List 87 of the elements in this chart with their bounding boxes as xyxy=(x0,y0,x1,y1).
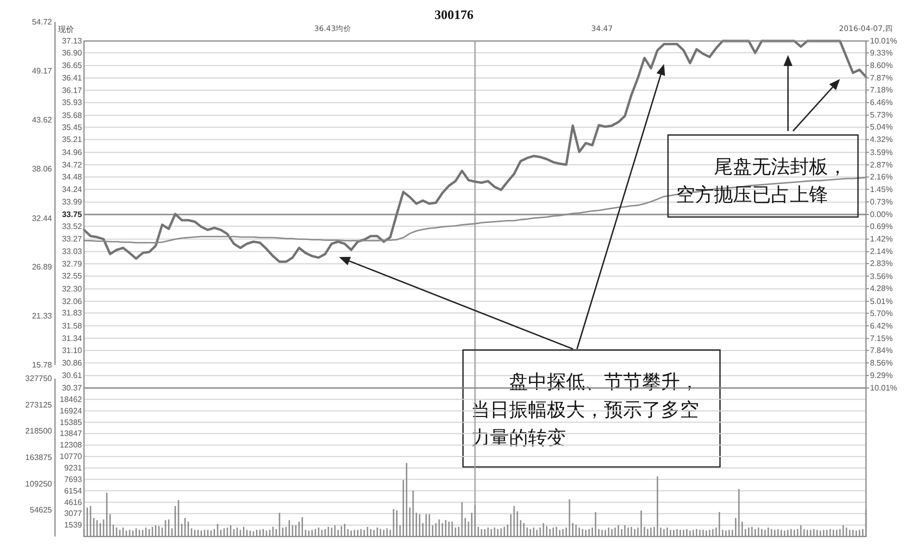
y-tick-label: 3077 xyxy=(64,509,83,518)
y-tick-label: 33.03 xyxy=(62,247,83,256)
y-tick-label: 9231 xyxy=(64,464,83,473)
y-tick-label: 12308 xyxy=(60,440,83,450)
y2-tick-label: 0.00% xyxy=(870,210,893,220)
y3-tick-label: 26.89 xyxy=(32,262,53,272)
y2-tick-label: 9.33% xyxy=(870,48,893,58)
y2-tick-label: 2.16% xyxy=(870,172,893,182)
y-tick-label: 34.24 xyxy=(62,184,83,194)
y3-tick-label: 43.62 xyxy=(32,115,53,124)
y-tick-label: 7693 xyxy=(64,474,83,484)
y-tick-label: 32.06 xyxy=(62,296,83,306)
y2-tick-label: 9.29% xyxy=(870,371,893,380)
y-tick-label: 4616 xyxy=(64,498,83,507)
y2-tick-label: 3.59% xyxy=(870,148,893,157)
y-tick-label: 35.93 xyxy=(62,98,83,108)
y-axis-title: 现价 xyxy=(58,25,74,34)
y3-tick-label: 218500 xyxy=(25,426,53,436)
y2-tick-label: 5.73% xyxy=(870,110,893,120)
y2-tick-label: 7.15% xyxy=(870,334,893,343)
y3-tick-label: 163875 xyxy=(25,453,53,462)
y2-tick-label: 5.04% xyxy=(870,122,893,132)
y-tick-label: 35.21 xyxy=(62,135,83,144)
y-tick-label: 35.68 xyxy=(62,110,83,120)
y3-tick-label: 54625 xyxy=(30,506,53,515)
y-tick-label: 32.30 xyxy=(62,284,83,294)
annotation: 尾盘无法封板，空方抛压已占上锋 xyxy=(676,156,847,206)
chart-title: 300176 xyxy=(434,7,474,22)
y2-tick-label: 7.18% xyxy=(870,86,893,95)
y-tick-label: 32.79 xyxy=(62,259,83,268)
y-tick-label: 15385 xyxy=(60,418,83,427)
y2-tick-label: 10.01% xyxy=(870,36,898,46)
y3-tick-label: 32.44 xyxy=(32,214,53,223)
y2-tick-label: 0.73% xyxy=(870,197,893,206)
y-tick-label: 6154 xyxy=(64,486,83,496)
y2-tick-label: 8.56% xyxy=(870,358,893,368)
y2-tick-label: 2.87% xyxy=(870,160,893,170)
y2-tick-label: 1.42% xyxy=(870,234,893,244)
y-tick-label: 33.52 xyxy=(62,222,83,231)
y-tick-label: 34.48 xyxy=(62,172,83,182)
y3-tick-label: 21.33 xyxy=(32,312,53,321)
y2-tick-label: 6.46% xyxy=(870,98,893,108)
y3-tick-label: 327750 xyxy=(25,374,53,384)
y2-tick-label: 0.69% xyxy=(870,222,893,232)
y2-tick-label: 10.01% xyxy=(870,384,898,393)
y3-tick-label: 54.72 xyxy=(32,18,53,27)
y-tick-label: 36.90 xyxy=(62,48,83,58)
y2-tick-label: 3.56% xyxy=(870,272,893,281)
y-tick-label: 31.34 xyxy=(62,334,83,343)
y-tick-label: 33.27 xyxy=(62,234,83,244)
y-tick-label: 36.41 xyxy=(62,74,83,83)
y3-tick-label: 15.78 xyxy=(32,360,53,370)
y2-tick-label: 7.84% xyxy=(870,346,893,355)
y2-tick-label: 8.60% xyxy=(870,61,893,70)
y-tick-label: 35.45 xyxy=(62,122,83,132)
y2-tick-label: 2.83% xyxy=(870,259,893,268)
y-tick-label: 13847 xyxy=(60,429,83,438)
y-tick-label: 18462 xyxy=(60,394,83,404)
y-tick-label: 31.58 xyxy=(62,321,83,330)
y2-tick-label: 4.28% xyxy=(870,284,893,294)
y-tick-label: 16924 xyxy=(60,406,83,416)
y3-tick-label: 38.06 xyxy=(32,164,53,174)
y2-tick-label: 5.70% xyxy=(870,308,893,318)
y3-tick-label: 109250 xyxy=(25,479,53,488)
y-tick-label: 30.61 xyxy=(62,371,83,380)
y-tick-label: 10770 xyxy=(60,452,83,462)
y2-tick-label: 7.87% xyxy=(870,74,893,83)
y-tick-label: 36.65 xyxy=(62,61,83,70)
y-tick-label: 30.37 xyxy=(62,384,83,393)
y2-tick-label: 5.01% xyxy=(870,296,893,306)
y-tick-label: 36.17 xyxy=(62,86,83,95)
y3-tick-label: 49.17 xyxy=(32,66,53,76)
y-tick-label: 31.83 xyxy=(62,308,83,318)
y-tick-label: 30.86 xyxy=(62,358,83,368)
y2-tick-label: 6.42% xyxy=(870,321,893,330)
y-tick-label: 32.55 xyxy=(62,272,83,281)
y-tick-label: 37.13 xyxy=(62,36,83,46)
y-tick-label: 31.10 xyxy=(62,346,83,356)
y-tick-label: 34.96 xyxy=(62,148,83,157)
y2-tick-label: 2.14% xyxy=(870,247,893,256)
y-tick-label: 33.99 xyxy=(62,198,83,207)
y2-tick-label: 1.45% xyxy=(870,184,893,194)
y3-tick-label: 273125 xyxy=(25,400,53,410)
y-tick-label: 1539 xyxy=(64,520,83,530)
y-tick-label: 33.75 xyxy=(62,210,83,220)
y2-tick-label: 4.32% xyxy=(870,135,893,144)
y-tick-label: 34.72 xyxy=(62,160,83,170)
